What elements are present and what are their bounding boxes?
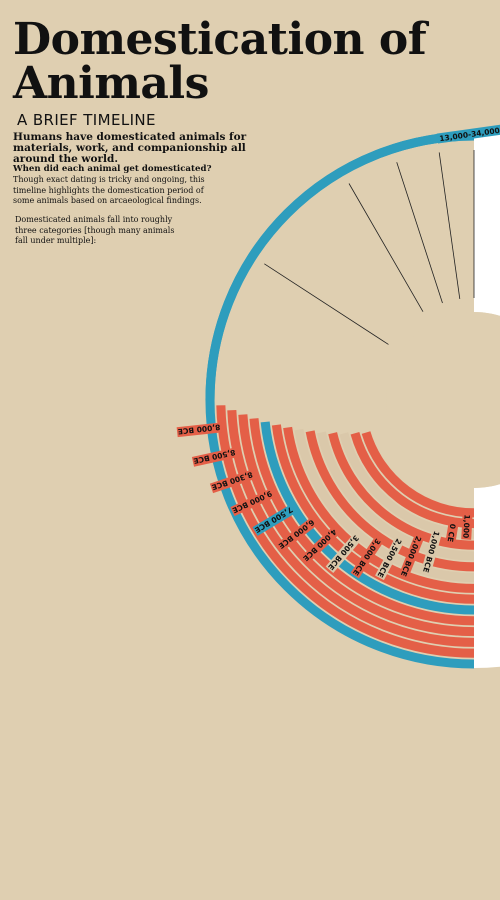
arc-label-text: 1,000 xyxy=(461,514,471,538)
arc-label-bg xyxy=(276,516,319,552)
categories-text: Domesticated animals fall into roughly t… xyxy=(15,215,175,245)
arc-label-bg xyxy=(325,531,363,574)
arc-label-bg xyxy=(375,535,406,581)
segment-divider xyxy=(438,152,461,300)
arc-label-bg xyxy=(300,525,341,565)
arc-label-bg xyxy=(209,469,257,494)
timeline-arc xyxy=(350,432,475,529)
arc-label-bg xyxy=(398,532,425,579)
arc-label-text: 0 CE xyxy=(446,523,458,543)
arc-label: 8,000 BCE xyxy=(176,422,223,438)
arc-label: 1,000 xyxy=(461,512,473,540)
arc-label-bg xyxy=(191,447,239,467)
arc-label: 0 CE xyxy=(445,521,459,545)
arc-label-bg xyxy=(230,488,276,517)
page-title: Domestication of Animals xyxy=(13,14,427,109)
arc-label-bg xyxy=(461,512,473,540)
chart-backdrop xyxy=(474,132,500,668)
timeline-arc xyxy=(305,430,475,572)
segment-divider xyxy=(264,263,389,345)
subtitle: A BRIEF TIMELINE xyxy=(17,111,156,129)
arc-label-bg xyxy=(350,535,385,579)
arc-label-bg xyxy=(252,503,297,536)
intro-text: Humans have domesticated animals for mat… xyxy=(13,131,247,165)
arc-label-bg xyxy=(436,122,500,144)
timeline-arc xyxy=(238,414,475,637)
arc-label-bg xyxy=(445,521,459,545)
segment-divider xyxy=(396,162,443,304)
timeline-arc xyxy=(294,428,475,583)
timeline-arc xyxy=(361,431,475,518)
explanation-text: Though exact dating is tricky and ongoin… xyxy=(13,175,205,205)
timeline-arc xyxy=(227,409,475,647)
chart-center-hole xyxy=(386,312,500,488)
timeline-arc-top xyxy=(205,131,475,401)
timeline-arc xyxy=(216,405,475,658)
timeline-arc xyxy=(249,418,475,626)
question-heading: When did each animal get domesticated? xyxy=(13,164,212,174)
timeline-arc xyxy=(260,421,475,615)
arc-label-bg xyxy=(420,528,443,575)
segment-divider xyxy=(348,183,424,312)
arc-label-bg xyxy=(176,422,223,438)
timeline-arc xyxy=(316,431,475,561)
